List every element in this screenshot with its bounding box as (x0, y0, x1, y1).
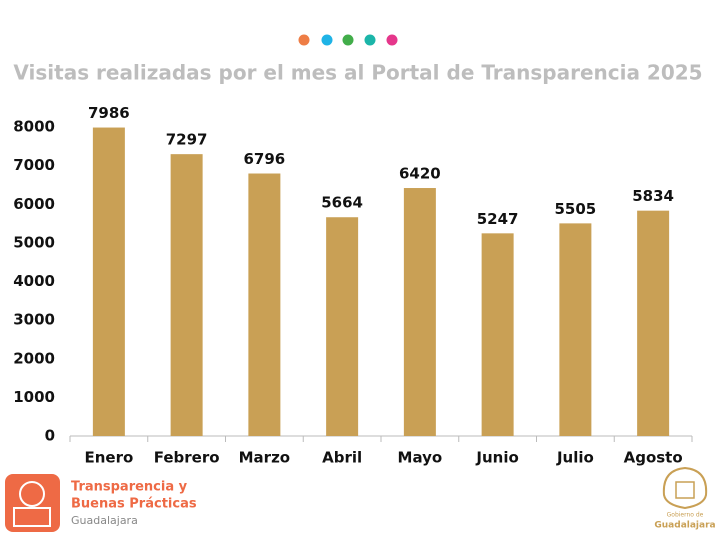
y-tick-label: 3000 (13, 311, 55, 329)
bar (326, 217, 359, 436)
x-tick-label: Marzo (239, 449, 290, 467)
data-label: 7986 (88, 104, 130, 122)
decor-dots (298, 34, 398, 46)
bar (248, 173, 281, 436)
data-label: 5505 (555, 200, 597, 218)
logo-text: Transparencia y (71, 480, 188, 495)
right-logo: Gobierno de Guadalajara (654, 466, 716, 531)
data-label: 6420 (399, 165, 441, 183)
chart-title: Visitas realizadas por el mes al Portal … (13, 61, 702, 85)
logo-text: Gobierno de (667, 512, 704, 519)
dot (342, 34, 354, 46)
x-tick-label: Agosto (624, 449, 683, 467)
y-tick-label: 1000 (13, 388, 55, 406)
y-tick-label: 6000 (13, 195, 55, 213)
data-label: 7297 (166, 131, 208, 149)
emblem-shield (675, 481, 695, 499)
y-tick-label: 5000 (13, 233, 55, 251)
bar (92, 127, 125, 437)
emblem (662, 466, 708, 510)
left-logo: Transparencia y Buenas Prácticas Guadala… (5, 474, 197, 532)
data-label: 5247 (477, 210, 519, 228)
x-tick-label: Junio (475, 449, 518, 467)
y-tick-label: 8000 (13, 118, 55, 136)
logo-text: Buenas Prácticas (71, 497, 197, 512)
bar (559, 223, 592, 436)
data-label: 5834 (632, 187, 674, 205)
bar (170, 154, 203, 436)
logo-text: Guadalajara (71, 514, 138, 527)
x-tick-label: Julio (556, 449, 594, 467)
logo-tree (19, 481, 45, 507)
data-label: 6796 (244, 150, 286, 168)
y-tick-label: 0 (45, 427, 55, 445)
y-tick-label: 7000 (13, 156, 55, 174)
x-tick-label: Enero (84, 449, 133, 467)
logo-box (5, 474, 60, 532)
x-tick-label: Mayo (398, 449, 443, 467)
dot (298, 34, 310, 46)
logo-text: Guadalajara (654, 521, 715, 531)
x-tick-label: Abril (322, 449, 362, 467)
bar (403, 188, 436, 436)
bar (481, 233, 514, 436)
y-tick-label: 4000 (13, 272, 55, 290)
y-tick-label: 2000 (13, 349, 55, 367)
dot (364, 34, 376, 46)
dot (321, 34, 333, 46)
bar (637, 210, 670, 436)
x-tick-label: Febrero (154, 449, 220, 467)
logo-base (13, 507, 51, 527)
data-label: 5664 (321, 194, 363, 212)
dot (386, 34, 398, 46)
